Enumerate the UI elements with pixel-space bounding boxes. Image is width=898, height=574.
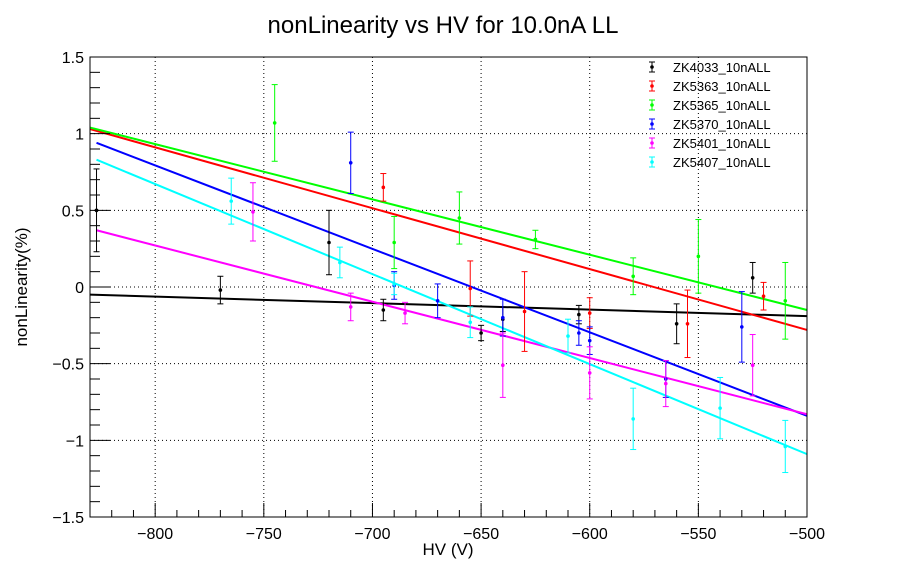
legend-marker-dot — [650, 160, 654, 164]
data-point — [587, 338, 592, 343]
data-point — [522, 309, 527, 314]
data-point — [403, 311, 407, 315]
data-point — [435, 299, 440, 303]
legend-marker-dot — [650, 65, 654, 69]
data-point — [348, 161, 353, 165]
y-tick-label: 1.5 — [62, 50, 84, 67]
data-point — [218, 288, 223, 292]
data-points — [93, 84, 789, 474]
legend: ZK4033_10nALL ZK5363_10nALL ZK5365_10nALL Z… — [649, 60, 771, 170]
data-point — [631, 417, 635, 421]
x-tick-label: −600 — [572, 526, 608, 543]
legend-marker-dot — [650, 103, 654, 107]
x-tick-label: −700 — [354, 526, 390, 543]
axis-ticks: −800 −750 −700 −650 −600 −550 −500 −1.5 −1 −0.5 0 0… — [52, 50, 825, 543]
data-point — [577, 331, 581, 335]
data-point — [783, 444, 788, 449]
legend-marker-dot — [650, 141, 654, 145]
legend-label: ZK4033_10nALL — [673, 60, 771, 75]
data-point — [631, 274, 635, 279]
data-point — [783, 299, 788, 303]
y-tick-label: 0.5 — [62, 203, 84, 220]
data-point — [566, 334, 570, 338]
data-point — [750, 363, 755, 368]
x-tick-label: −800 — [137, 526, 173, 543]
y-tick-label: −0.5 — [52, 357, 84, 374]
y-tick-label: 1 — [75, 127, 84, 144]
legend-label: ZK5363_10nALL — [673, 79, 771, 94]
y-axis-title: nonLinearity(%) — [12, 227, 31, 346]
data-point — [479, 331, 483, 335]
data-point — [750, 276, 755, 280]
data-point — [338, 260, 342, 265]
data-point — [577, 312, 581, 317]
y-tick-label: −1.5 — [52, 510, 84, 527]
fit-lines — [89, 126, 808, 456]
x-tick-label: −550 — [680, 526, 716, 543]
x-axis-title: HV (V) — [423, 540, 474, 559]
data-point — [740, 325, 744, 329]
data-point — [533, 237, 538, 242]
legend-marker-dot — [650, 84, 654, 88]
legend-label: ZK5407_10nALL — [673, 155, 771, 170]
x-tick-label: −650 — [463, 526, 499, 543]
chart-title: nonLinearity vs HV for 10.0nA LL — [268, 12, 619, 39]
legend-label: ZK5365_10nALL — [673, 98, 771, 113]
data-point — [718, 406, 722, 410]
fit-line — [96, 229, 808, 416]
data-point — [468, 320, 473, 325]
y-tick-label: 0 — [75, 280, 84, 297]
data-point — [272, 121, 277, 125]
data-point — [674, 322, 679, 326]
y-tick-label: −1 — [66, 433, 84, 450]
data-point — [761, 294, 766, 299]
data-point — [587, 371, 592, 375]
data-point — [663, 381, 668, 386]
data-point — [381, 185, 386, 190]
data-point — [501, 315, 505, 320]
legend-marker-dot — [650, 122, 654, 126]
data-point — [381, 308, 386, 312]
data-point — [392, 282, 396, 286]
data-point — [457, 216, 462, 220]
fit-line — [96, 158, 808, 456]
x-tick-label: −750 — [246, 526, 282, 543]
data-point — [327, 240, 331, 245]
data-point — [348, 305, 353, 309]
x-tick-label: −500 — [789, 526, 825, 543]
legend-label: ZK5370_10nALL — [673, 117, 771, 132]
data-point — [501, 363, 505, 368]
data-point — [251, 210, 255, 214]
data-point — [392, 240, 396, 245]
fit-line — [89, 126, 808, 311]
data-point — [696, 254, 701, 259]
data-point — [468, 286, 473, 291]
data-point — [587, 311, 592, 315]
fit-line — [96, 141, 808, 417]
data-point — [685, 322, 690, 326]
data-point — [229, 199, 234, 203]
legend-label: ZK5401_10nALL — [673, 136, 771, 151]
